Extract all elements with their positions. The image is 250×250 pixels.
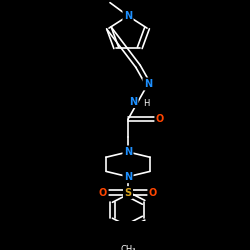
Text: N: N <box>124 147 132 157</box>
Text: S: S <box>124 188 132 198</box>
Text: N: N <box>124 172 132 182</box>
Text: O: O <box>149 188 157 198</box>
Text: CH₃: CH₃ <box>120 245 136 250</box>
Text: O: O <box>99 188 107 198</box>
Text: O: O <box>156 114 164 124</box>
Text: N: N <box>129 96 137 106</box>
Text: H: H <box>143 99 149 108</box>
Text: N: N <box>144 79 152 89</box>
Text: N: N <box>124 11 132 21</box>
